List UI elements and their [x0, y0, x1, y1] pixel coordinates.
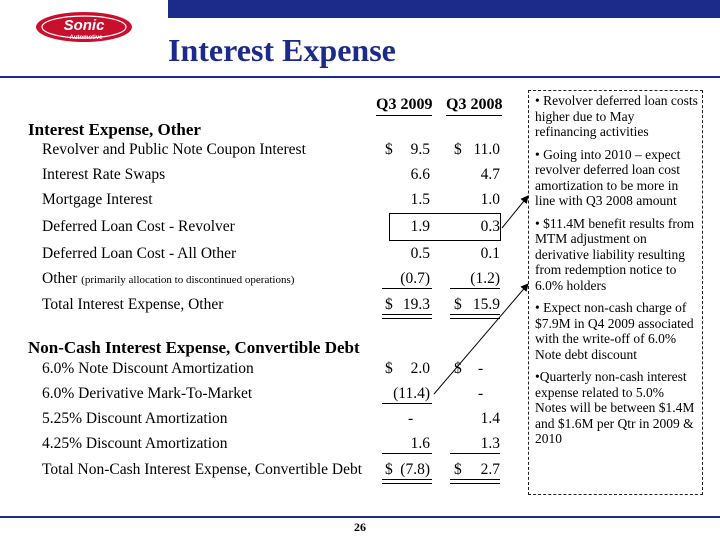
dollar-sign: $ [454, 141, 462, 158]
value-q3-2009: - [408, 410, 414, 427]
value-q3-2008: 1.4 [480, 410, 500, 427]
table-row-label: Deferred Loan Cost - All Other [42, 245, 237, 262]
dollar-sign: $ [454, 360, 462, 377]
total-double-underline [450, 314, 500, 319]
value-q3-2009: 6.6 [410, 166, 430, 183]
dollar-sign: $ [385, 296, 393, 313]
value-q3-2008: 0.1 [480, 245, 500, 262]
value-q3-2009: 9.5 [410, 141, 430, 158]
value-q3-2008: - [478, 360, 484, 377]
dollar-sign: $ [454, 461, 462, 478]
subtotal-underline [450, 288, 500, 289]
value-q3-2009: 2.0 [410, 360, 430, 377]
total-double-underline [382, 314, 432, 319]
value-q3-2008: 11.0 [473, 141, 500, 158]
footer-divider [0, 516, 720, 518]
table-row-label: Interest Rate Swaps [42, 166, 166, 183]
value-q3-2008: 2.7 [480, 461, 500, 478]
value-q3-2009: (0.7) [400, 270, 430, 287]
page-number: 26 [354, 520, 366, 534]
section-title-interest-expense-other: Interest Expense, Other [28, 120, 201, 139]
column-header-q3-2008: Q3 2008 [446, 96, 503, 116]
logo-subtext: Automotive [70, 35, 104, 41]
note-item: • Revolver deferred loan costs higher du… [535, 93, 698, 139]
table-row-other: Other (primarily allocation to discontin… [42, 270, 294, 288]
table-row-label: Mortgage Interest [42, 191, 153, 208]
total-double-underline [450, 479, 500, 484]
value-q3-2008: 1.0 [480, 191, 500, 208]
value-q3-2008: 4.7 [480, 166, 500, 183]
note-item: • $11.4M benefit results from MTM adjust… [535, 215, 695, 293]
subtotal-underline [450, 453, 500, 454]
table-row-label: 6.0% Derivative Mark-To-Market [42, 385, 253, 402]
page-title: Interest Expense [168, 32, 396, 68]
table-row-label: Other [42, 270, 78, 287]
highlight-box-deferred-loan-revolver [389, 213, 501, 241]
table-row-note: (primarily allocation to discontinued op… [81, 274, 295, 286]
value-q3-2008: 1.3 [480, 435, 500, 452]
title-divider [0, 76, 720, 78]
column-header-q3-2009: Q3 2009 [376, 96, 433, 116]
total-double-underline [382, 479, 432, 484]
value-q3-2009: 1.6 [410, 435, 430, 452]
value-q3-2009: 1.9 [410, 218, 430, 235]
value-q3-2009: (11.4) [393, 385, 430, 402]
table-row-label: 6.0% Note Discount Amortization [42, 360, 254, 377]
note-item: •Quarterly non-cash interest expense rel… [535, 369, 695, 446]
section-title-non-cash-interest: Non-Cash Interest Expense, Convertible D… [28, 338, 360, 357]
table-row-label: 4.25% Discount Amortization [42, 435, 228, 452]
table-row-label: Revolver and Public Note Coupon Interest [42, 141, 306, 158]
value-q3-2008: - [478, 385, 484, 402]
value-q3-2008: (1.2) [470, 270, 500, 287]
dollar-sign: $ [385, 461, 393, 478]
value-q3-2009: 19.3 [402, 296, 430, 313]
dollar-sign: $ [385, 141, 393, 158]
table-row-label: Total Non-Cash Interest Expense, Convert… [42, 461, 363, 478]
subtotal-underline [382, 288, 432, 289]
logo-text: Sonic [64, 17, 105, 34]
table-row-label: Total Interest Expense, Other [42, 296, 224, 313]
dollar-sign: $ [385, 360, 393, 377]
sonic-automotive-logo: Sonic Automotive [36, 12, 132, 42]
table-row-label: 5.25% Discount Amortization [42, 410, 228, 427]
note-item: • Expect non-cash charge of $7.9M in Q4 … [535, 300, 694, 362]
header-bar [168, 0, 720, 18]
table-row-label: Deferred Loan Cost - Revolver [42, 218, 235, 235]
row-underline [382, 403, 432, 404]
value-q3-2009: (7.8) [400, 461, 430, 478]
notes-box: • Revolver deferred loan costs higher du… [528, 90, 703, 495]
value-q3-2008: 15.9 [472, 296, 500, 313]
note-item: • Going into 2010 – expect revolver defe… [535, 146, 681, 209]
dollar-sign: $ [454, 296, 462, 313]
subtotal-underline [382, 453, 432, 454]
value-q3-2009: 0.5 [410, 245, 430, 262]
value-q3-2008: 0.3 [480, 218, 500, 235]
arrow-to-revolver-note [501, 195, 529, 229]
value-q3-2009: 1.5 [410, 191, 430, 208]
